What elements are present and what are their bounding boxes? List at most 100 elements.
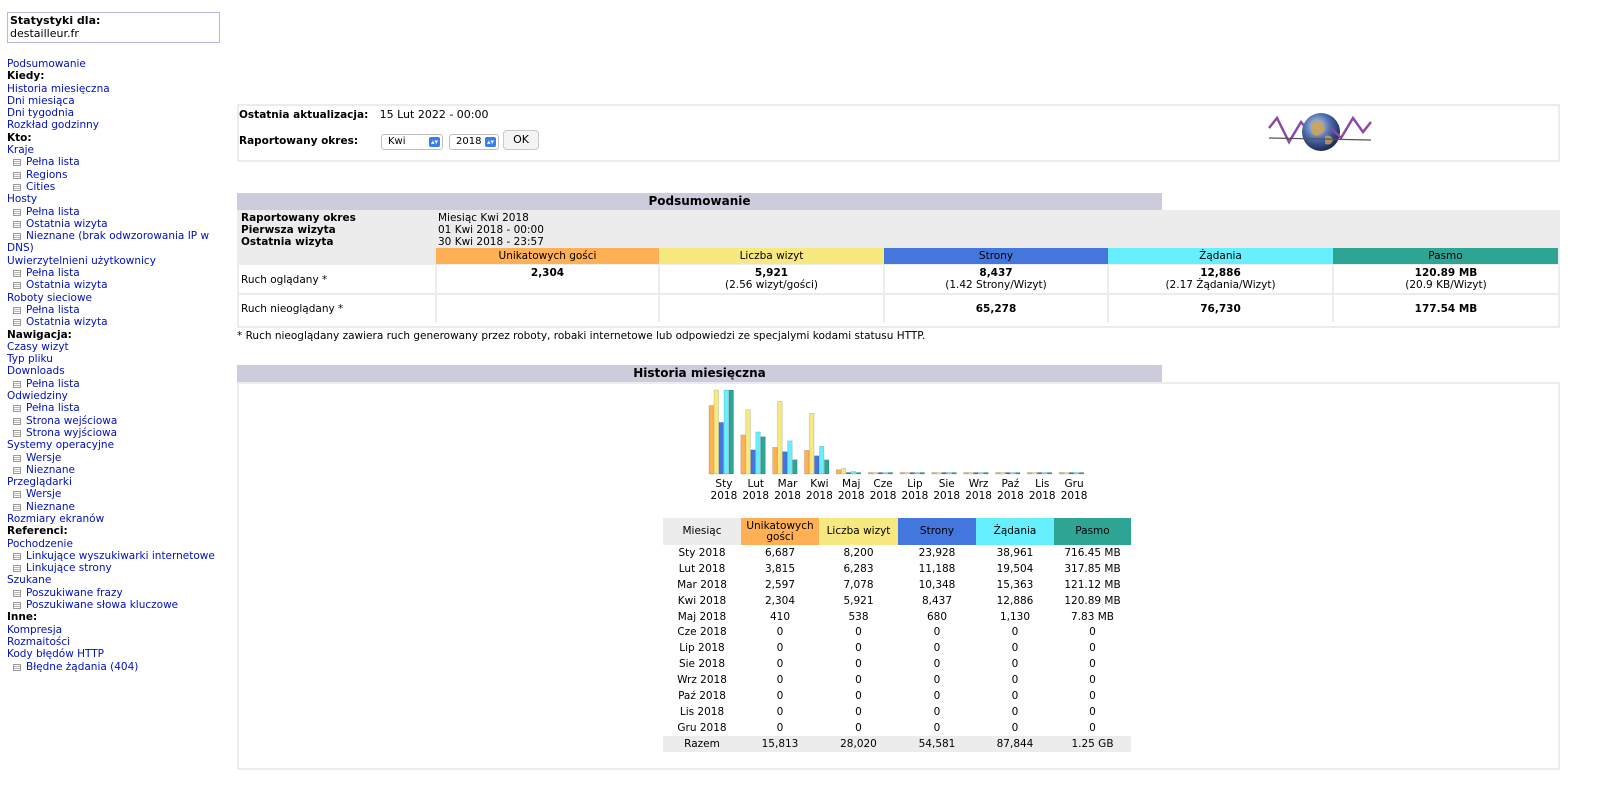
menu-link-dni-tygodnia[interactable]: Dni tygodnia — [7, 107, 75, 120]
menu-link-pe-na-lista[interactable]: Pełna lista — [26, 156, 80, 169]
chart-year-label: 2018 — [710, 490, 738, 502]
menu-item-strona-wyj-ciowa[interactable]: Strona wyjściowa — [7, 427, 222, 439]
menu-link-historia-miesi-czna[interactable]: Historia miesięczna — [7, 82, 110, 95]
menu-link-strona-wej-ciowa[interactable]: Strona wejściowa — [26, 414, 118, 427]
menu-link-regions[interactable]: Regions — [26, 168, 68, 181]
menu-item-kraje[interactable]: Kraje — [7, 144, 222, 156]
menu-item-nieznane[interactable]: Nieznane — [7, 464, 222, 476]
menu-item-b-dne-dania-404[interactable]: Błędne żądania (404) — [7, 661, 222, 673]
menu-item-rozmaito-ci[interactable]: Rozmaitości — [7, 636, 222, 648]
menu-item-pochodzenie[interactable]: Pochodzenie — [7, 538, 222, 550]
menu-link-linkuj-ce-strony[interactable]: Linkujące strony — [26, 562, 112, 575]
menu-link-hosty[interactable]: Hosty — [7, 193, 38, 206]
menu-item-przegl-darki[interactable]: Przeglądarki — [7, 476, 222, 488]
menu-item-czasy-wizyt[interactable]: Czasy wizyt — [7, 341, 222, 353]
menu-link-pe-na-lista[interactable]: Pełna lista — [26, 205, 80, 218]
menu-item-szukane[interactable]: Szukane — [7, 574, 222, 586]
menu-link-kompresja[interactable]: Kompresja — [7, 623, 63, 636]
menu-link-rozmaito-ci[interactable]: Rozmaitości — [7, 635, 71, 648]
menu-link-rozk-ad-godzinny[interactable]: Rozkład godzinny — [7, 119, 99, 132]
menu-link-linkuj-ce-wyszukiwarki-internetowe[interactable]: Linkujące wyszukiwarki internetowe — [26, 549, 215, 562]
menu-item-kody-b-d-w-http[interactable]: Kody błędów HTTP — [7, 648, 222, 660]
menu-link-podsumowanie[interactable]: Podsumowanie — [7, 58, 86, 70]
menu-link-pe-na-lista[interactable]: Pełna lista — [26, 303, 80, 316]
menu-item-downloads[interactable]: Downloads — [7, 365, 222, 377]
ok-button[interactable]: OK — [503, 130, 539, 150]
menu-item-cities[interactable]: Cities — [7, 181, 222, 193]
menu-item-hosty[interactable]: Hosty — [7, 193, 222, 205]
menu-item-uwierzytelnieni-u-ytkownicy[interactable]: Uwierzytelnieni użytkownicy — [7, 255, 222, 267]
menu-item-pe-na-lista[interactable]: Pełna lista — [7, 267, 222, 279]
menu-item-poszukiwane-s-owa-kluczowe[interactable]: Poszukiwane słowa kluczowe — [7, 599, 222, 611]
menu-link-nieznane[interactable]: Nieznane — [26, 463, 75, 476]
menu-link-czasy-wizyt[interactable]: Czasy wizyt — [7, 340, 69, 353]
menu-link-typ-pliku[interactable]: Typ pliku — [7, 353, 53, 366]
menu-item-historia-miesi-czna[interactable]: Historia miesięczna — [7, 83, 222, 95]
year-select[interactable]: 2018 ▴▾ — [449, 134, 499, 150]
menu-item-systemy-operacyjne[interactable]: Systemy operacyjne — [7, 439, 222, 451]
menu-link-szukane[interactable]: Szukane — [7, 574, 52, 587]
bar-bandwidth-lip — [919, 472, 925, 475]
bar-hits-cze — [882, 472, 888, 475]
menu-link-pe-na-lista[interactable]: Pełna lista — [26, 402, 80, 415]
menu-item-pe-na-lista[interactable]: Pełna lista — [7, 402, 222, 414]
menu-link-poszukiwane-frazy[interactable]: Poszukiwane frazy — [26, 586, 123, 599]
menu-item-pe-na-lista[interactable]: Pełna lista — [7, 156, 222, 168]
menu-item-roboty-sieciowe[interactable]: Roboty sieciowe — [7, 292, 222, 304]
menu-item-odwiedziny[interactable]: Odwiedziny — [7, 390, 222, 402]
menu-item-rozmiary-ekran-w[interactable]: Rozmiary ekranów — [7, 513, 222, 525]
menu-link-cities[interactable]: Cities — [26, 180, 56, 193]
menu-item-ostatnia-wizyta[interactable]: Ostatnia wizyta — [7, 316, 222, 328]
bar-visits-maj — [841, 468, 847, 475]
menu-link-ostatnia-wizyta[interactable]: Ostatnia wizyta — [26, 279, 108, 292]
menu-item-wersje[interactable]: Wersje — [7, 452, 222, 464]
menu-link-roboty-sieciowe[interactable]: Roboty sieciowe — [7, 291, 93, 304]
menu-item-regions[interactable]: Regions — [7, 169, 222, 181]
menu-item-dni-miesi-ca[interactable]: Dni miesiąca — [7, 95, 222, 107]
menu-link-wersje[interactable]: Wersje — [26, 488, 62, 501]
menu-link-przegl-darki[interactable]: Przeglądarki — [7, 476, 72, 489]
menu-link-pochodzenie[interactable]: Pochodzenie — [7, 537, 73, 550]
menu-item-poszukiwane-frazy[interactable]: Poszukiwane frazy — [7, 587, 222, 599]
menu-link-b-dne-dania-404[interactable]: Błędne żądania (404) — [26, 660, 139, 673]
menu-link-pe-na-lista[interactable]: Pełna lista — [26, 267, 80, 280]
menu-link-rozmiary-ekran-w[interactable]: Rozmiary ekranów — [7, 512, 105, 525]
month-select[interactable]: Kwi ▴▾ — [381, 134, 443, 150]
chart-month-name: Lis — [1035, 478, 1050, 490]
menu-link-dni-miesi-ca[interactable]: Dni miesiąca — [7, 94, 75, 107]
menu-link-ostatnia-wizyta[interactable]: Ostatnia wizyta — [26, 217, 108, 230]
menu-item-nieznane[interactable]: Nieznane — [7, 501, 222, 513]
menu-item-pe-na-lista[interactable]: Pełna lista — [7, 304, 222, 316]
menu-item-linkuj-ce-wyszukiwarki-internetowe[interactable]: Linkujące wyszukiwarki internetowe — [7, 550, 222, 562]
menu-link-uwierzytelnieni-u-ytkownicy[interactable]: Uwierzytelnieni użytkownicy — [7, 254, 156, 267]
menu-item-dni-tygodnia[interactable]: Dni tygodnia — [7, 107, 222, 119]
table-cell: 2,597 — [764, 578, 796, 591]
menu-link-strona-wyj-ciowa[interactable]: Strona wyjściowa — [26, 426, 118, 439]
bar-bandwidth-sty — [728, 389, 734, 475]
menu-item-wersje[interactable]: Wersje — [7, 488, 222, 500]
menu-link-downloads[interactable]: Downloads — [7, 365, 65, 378]
menu-item-strona-wej-ciowa[interactable]: Strona wejściowa — [7, 415, 222, 427]
menu-link-pe-na-lista[interactable]: Pełna lista — [26, 377, 80, 390]
menu-item-podsumowanie[interactable]: Podsumowanie — [7, 58, 222, 70]
menu-link-systemy-operacyjne[interactable]: Systemy operacyjne — [7, 439, 115, 452]
menu-item-linkuj-ce-strony[interactable]: Linkujące strony — [7, 562, 222, 574]
menu-item-rozk-ad-godzinny[interactable]: Rozkład godzinny — [7, 119, 222, 131]
menu-item-pe-na-lista[interactable]: Pełna lista — [7, 378, 222, 390]
menu-link-wersje[interactable]: Wersje — [26, 451, 62, 464]
menu-link-kody-b-d-w-http[interactable]: Kody błędów HTTP — [7, 648, 104, 661]
menu-link-nieznane[interactable]: Nieznane — [26, 500, 75, 513]
table-cell: 0 — [1011, 674, 1019, 687]
menu-link-ostatnia-wizyta[interactable]: Ostatnia wizyta — [26, 316, 108, 329]
menu-link-kraje[interactable]: Kraje — [7, 144, 35, 157]
menu-item-ostatnia-wizyta[interactable]: Ostatnia wizyta — [7, 279, 222, 291]
menu-item-ostatnia-wizyta[interactable]: Ostatnia wizyta — [7, 218, 222, 230]
menu-link-poszukiwane-s-owa-kluczowe[interactable]: Poszukiwane słowa kluczowe — [26, 599, 179, 612]
menu-item-typ-pliku[interactable]: Typ pliku — [7, 353, 222, 365]
menu-link-nieznane-brak-odwzorowania-ip-w-dns[interactable]: Nieznane (brak odwzorowania IP w DNS) — [7, 230, 210, 255]
menu-link-odwiedziny[interactable]: Odwiedziny — [7, 390, 68, 403]
menu-item-nieznane-brak-odwzorowania-ip-w-dns[interactable]: Nieznane (brak odwzorowania IP w DNS) — [1, 230, 222, 255]
document-icon — [13, 306, 21, 314]
menu-item-kompresja[interactable]: Kompresja — [7, 624, 222, 636]
menu-item-pe-na-lista[interactable]: Pełna lista — [7, 206, 222, 218]
